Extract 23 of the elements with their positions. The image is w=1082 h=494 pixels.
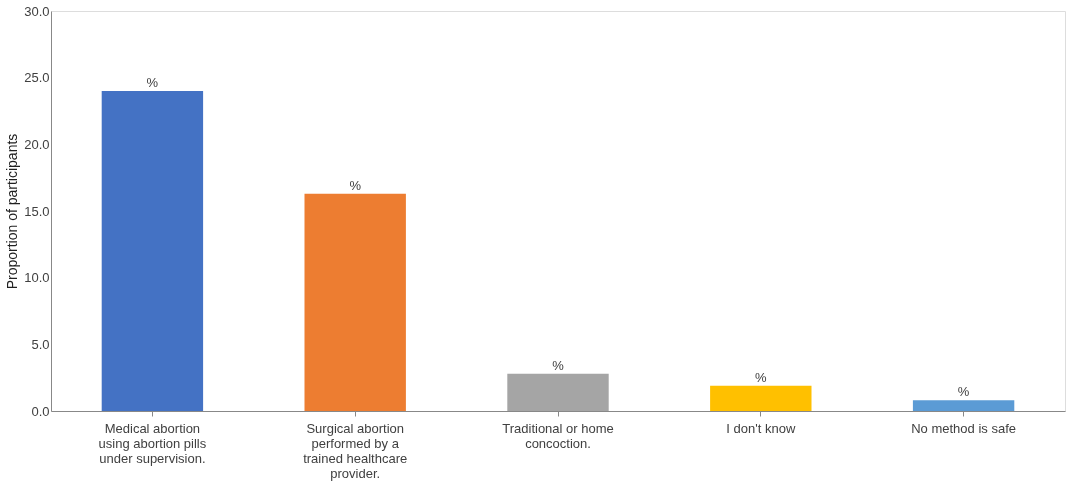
data-label: % bbox=[755, 369, 768, 385]
y-axis-title: Proportion of participants bbox=[4, 133, 21, 290]
y-tick-label: 5.0 bbox=[31, 336, 50, 352]
x-tick-label: Surgical abortion performed by a trained healthcare provider. bbox=[303, 420, 408, 481]
x-tick-label: No method is safe bbox=[911, 420, 1016, 436]
data-label: % bbox=[146, 75, 159, 90]
bar bbox=[101, 91, 204, 411]
y-tick-label: 25.0 bbox=[24, 70, 50, 86]
x-tick-label: Medical abortion using abortion pills under supervision. bbox=[98, 420, 207, 466]
y-tick-label: 20.0 bbox=[24, 136, 50, 152]
bar bbox=[710, 385, 812, 411]
x-tick-label: Traditional or home concoction. bbox=[502, 420, 614, 451]
x-tick-label: I don't know bbox=[726, 420, 796, 436]
data-label: % bbox=[552, 357, 565, 373]
y-tick-label: 10.0 bbox=[24, 270, 50, 286]
bar bbox=[304, 193, 406, 411]
data-label: % bbox=[957, 384, 970, 400]
data-label: % bbox=[349, 177, 362, 193]
y-tick-label: 15.0 bbox=[24, 203, 50, 219]
y-tick-label: 0.0 bbox=[31, 403, 50, 419]
bar bbox=[507, 373, 609, 411]
y-tick-label: 30.0 bbox=[24, 3, 50, 19]
bar bbox=[912, 400, 1015, 411]
